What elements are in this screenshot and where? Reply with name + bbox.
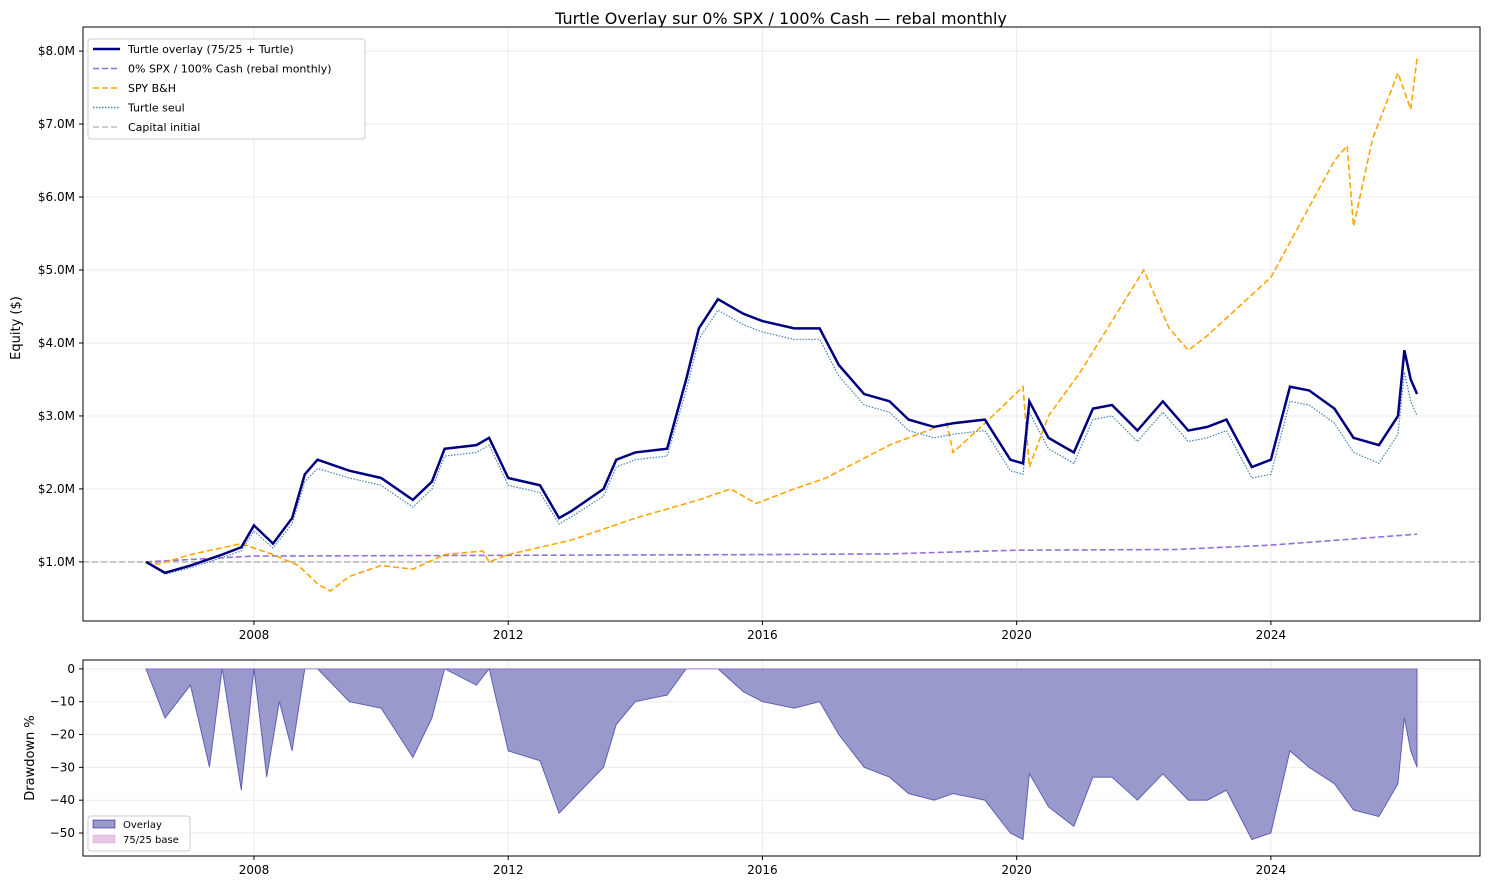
legend-label: Turtle seul (127, 102, 185, 115)
chart-title: Turtle Overlay sur 0% SPX / 100% Cash — … (554, 9, 1007, 28)
series-line-0 (145, 297, 1419, 575)
x-tick-label: 2008 (239, 628, 270, 642)
series-line-3 (145, 309, 1418, 575)
y-tick-label: $1.0M (38, 555, 75, 569)
legend: Turtle overlay (75/25 + Turtle) 0% SPX / … (87, 38, 366, 140)
y-tick-label: −10 (50, 695, 75, 709)
y-tick-label: $6.0M (38, 190, 75, 204)
y-tick-label: $7.0M (38, 117, 75, 131)
x-tick-label: 2020 (1001, 863, 1032, 877)
y-tick-label: −20 (50, 728, 75, 742)
y-tick-label: −50 (50, 826, 75, 840)
axes-frame (82, 659, 1481, 857)
equity-y-label: Equity ($) (9, 296, 24, 360)
drawdown-axes: 2008 2012 2016 2020 2024 0 −10 −20 −30 −40 −50 Over… (50, 659, 1481, 877)
y-tick-label: $5.0M (38, 263, 75, 277)
y-tick-label: −40 (50, 793, 75, 807)
legend-label: 75/25 base (123, 835, 179, 846)
y-tick-label: 0 (67, 662, 75, 676)
x-tick-label: 2008 (239, 863, 270, 877)
series-line-1 (145, 533, 1418, 563)
y-tick-label: −30 (50, 760, 75, 774)
legend-box (87, 38, 366, 140)
axes-frame (82, 26, 1481, 622)
x-tick-label: 2016 (747, 863, 778, 877)
legend-swatch (92, 834, 116, 844)
legend-label: Turtle overlay (75/25 + Turtle) (127, 43, 294, 56)
series-line-2 (145, 58, 1418, 593)
x-tick-label: 2024 (1256, 628, 1287, 642)
x-tick-label: 2020 (1001, 628, 1032, 642)
x-tick-label: 2016 (747, 628, 778, 642)
legend-swatch (92, 819, 116, 829)
x-tick-label: 2024 (1256, 863, 1287, 877)
y-tick-label: $8.0M (38, 44, 75, 58)
legend: Overlay 75/25 base (87, 815, 191, 852)
drawdown-y-label: Drawdown % (23, 715, 38, 801)
legend-label: Overlay (123, 820, 162, 831)
y-tick-label: $2.0M (38, 482, 75, 496)
x-tick-label: 2012 (493, 628, 524, 642)
legend-label: Capital initial (128, 121, 200, 134)
y-tick-label: $4.0M (38, 336, 75, 350)
legend-label: 0% SPX / 100% Cash (rebal monthly) (128, 63, 332, 76)
y-tick-label: $3.0M (38, 409, 75, 423)
legend-label: SPY B&H (128, 82, 176, 95)
equity-axes: 2008 2012 2016 2020 2024 $1.0M $2.0M $3.0M $4.0M… (38, 26, 1481, 642)
x-tick-label: 2012 (493, 863, 524, 877)
